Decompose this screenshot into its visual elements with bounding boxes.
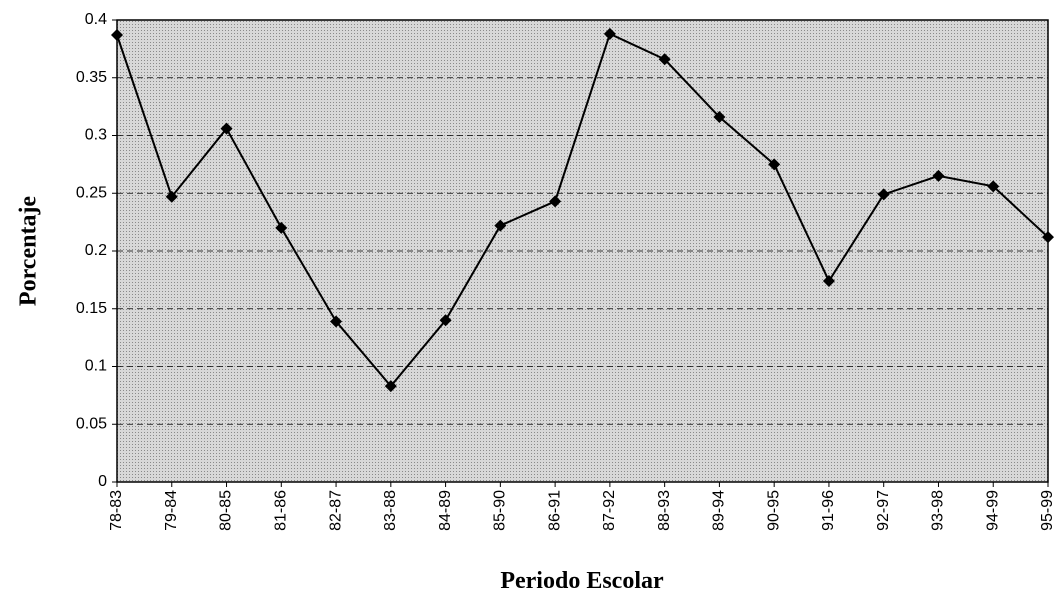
y-axis-title: Porcentaje	[16, 196, 42, 307]
y-tick-label: 0.1	[85, 358, 107, 375]
marker	[1042, 231, 1054, 244]
marker	[603, 27, 616, 40]
x-tick-label: 90-95	[765, 490, 782, 531]
marker	[384, 380, 397, 393]
y-tick-label: 0.05	[76, 415, 107, 432]
x-tick-label: 80-85	[218, 490, 235, 531]
x-tick-label: 86-91	[546, 490, 563, 531]
x-tick-label: 94-99	[984, 490, 1001, 531]
x-tick-label: 87-92	[601, 490, 618, 531]
x-tick-label: 82-87	[327, 490, 344, 531]
x-tick-label: 91-96	[820, 490, 837, 531]
y-tick-label: 0.35	[76, 69, 107, 86]
marker	[111, 29, 123, 42]
x-tick-label: 78-83	[108, 490, 125, 531]
x-tick-label: 88-93	[656, 490, 673, 531]
x-tick-label: 89-94	[711, 490, 728, 531]
y-tick-label: 0	[98, 473, 107, 490]
marker	[822, 275, 835, 288]
marker	[932, 169, 945, 182]
x-tick-label: 79-84	[163, 490, 180, 531]
marker	[275, 221, 288, 234]
marker	[494, 219, 507, 232]
x-tick-label: 84-89	[437, 490, 454, 531]
x-tick-label: 92-97	[875, 490, 892, 531]
x-tick-label: 85-90	[492, 490, 509, 531]
y-tick-label: 0.15	[76, 300, 107, 317]
marker	[165, 190, 178, 203]
x-axis-title: Periodo Escolar	[500, 568, 664, 594]
x-tick-label: 93-98	[930, 490, 947, 531]
marker	[713, 111, 726, 124]
marker	[768, 158, 781, 171]
marker	[987, 180, 1000, 193]
y-tick-label: 0.2	[85, 242, 107, 259]
marker	[549, 195, 562, 208]
marker	[877, 188, 890, 201]
y-tick-label: 0.4	[85, 11, 107, 28]
marker	[330, 315, 343, 328]
marker	[220, 122, 233, 135]
x-tick-label: 83-88	[382, 490, 399, 531]
marker	[439, 314, 452, 327]
y-tick-label: 0.25	[76, 184, 107, 201]
x-tick-label: 81-86	[273, 490, 290, 531]
y-tick-label: 0.3	[85, 127, 107, 144]
line	[116, 32, 1049, 388]
marker	[658, 53, 671, 66]
x-tick-label: 95-99	[1039, 490, 1056, 531]
